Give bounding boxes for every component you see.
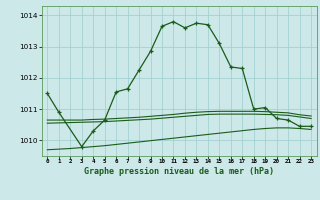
X-axis label: Graphe pression niveau de la mer (hPa): Graphe pression niveau de la mer (hPa) — [84, 167, 274, 176]
